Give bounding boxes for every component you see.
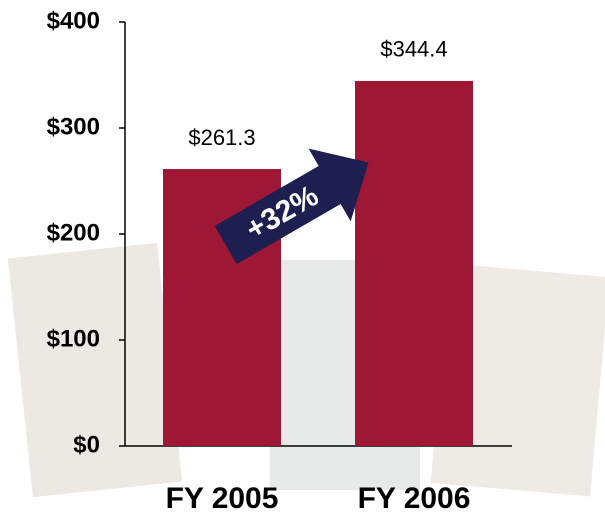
arrow-shape	[214, 148, 369, 265]
x-tick-label: FY 2005	[166, 482, 279, 515]
y-tick-label: $0	[73, 431, 100, 458]
y-tick-label: $400	[47, 7, 100, 34]
y-tick-label: $300	[47, 113, 100, 140]
value-label: $261.3	[188, 125, 255, 150]
y-tick-label: $200	[47, 219, 100, 246]
x-tick-label: FY 2006	[358, 482, 471, 515]
y-tick-label: $100	[47, 325, 100, 352]
background-image	[7, 242, 605, 498]
value-label: $344.4	[380, 37, 447, 62]
bar	[355, 80, 473, 446]
growth-arrow: +32%	[214, 148, 369, 265]
